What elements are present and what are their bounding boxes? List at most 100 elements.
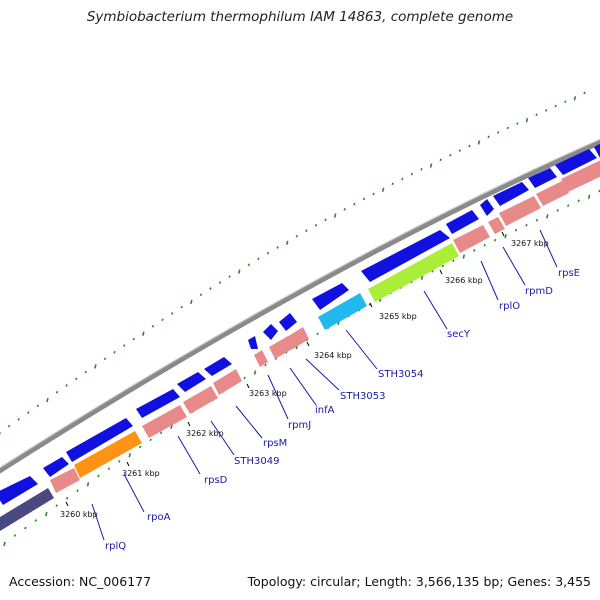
skew-tick [218,281,222,284]
skew-tick [372,192,375,196]
gene-arrow[interactable] [263,324,278,340]
kbp-label: 3265 kbp [379,312,417,321]
skew-tick [243,376,246,380]
skew-tick [65,384,68,387]
gene-rpmJ-bar[interactable] [254,350,268,367]
skew-tick [487,135,490,139]
gene-label-STH3049[interactable]: STH3049 [234,456,279,467]
gene-arrow[interactable] [43,457,69,477]
gene-label-rpoA[interactable]: rpoA [147,512,171,523]
skew-tick [504,233,507,239]
skew-tick [381,187,385,193]
skew-tick [343,207,346,211]
gene-bar[interactable] [561,158,600,192]
skew-tick [431,269,434,273]
gene-arrow[interactable] [446,210,479,234]
gene-arrow[interactable] [66,418,133,462]
skew-tick [237,269,241,274]
skew-tick [199,293,203,297]
kbp-label: 3261 kbp [122,469,160,478]
gene-label-secY[interactable]: secY [447,329,471,340]
skew-tick [7,424,11,428]
gene-arrow[interactable] [0,476,38,505]
skew-tick [535,218,539,222]
gene-label-STH3054[interactable]: STH3054 [378,369,423,380]
skew-tick [458,149,462,152]
kbp-label: 3262 kbp [186,429,224,438]
kbp-labels: 3260 kbp 3261 kbp 3262 kbp 3263 kbp 3264… [60,239,549,519]
gene-label-rplO[interactable]: rplO [499,301,520,312]
gene-STH3054-bar[interactable] [318,293,367,330]
gene-arrow[interactable] [594,141,600,158]
skew-tick [97,474,100,478]
skew-tick [55,390,59,394]
skew-tick [295,234,299,238]
skew-tick [577,199,580,203]
gene-STH3049-bar[interactable] [183,386,218,414]
gene-arrow[interactable] [555,149,597,175]
gene-rpsE-bar[interactable] [499,196,541,226]
skew-tick [122,344,126,348]
gene-arrow[interactable] [177,372,206,392]
skew-tick [566,204,570,207]
gene-rplO-bar[interactable] [453,225,490,253]
skew-tick [138,445,142,449]
gene-infA-bar[interactable] [269,336,294,359]
genome-backbone-highlight [0,138,600,469]
kbp-label: 3266 kbp [445,276,483,285]
gene-rpoA-bar[interactable] [74,431,142,478]
gene-label-rpsD[interactable]: rpsD [204,475,228,486]
skew-tick [170,312,174,315]
skew-tick [514,228,518,232]
skew-tick [94,364,97,369]
gene-arrow[interactable] [312,283,349,310]
skew-tick [554,104,557,108]
gene-label-leaders [91,229,558,541]
gene-arrow[interactable] [480,199,494,216]
skew-tick [159,431,163,435]
gene-label-rpmD[interactable]: rpmD [525,286,553,297]
gene-label-STH3053[interactable]: STH3053 [340,391,385,402]
gene-label-rpsE[interactable]: rpsE [558,268,580,279]
skew-tick [76,489,79,493]
gene-label-rpsM[interactable]: rpsM [263,438,287,449]
gene-secY-bar[interactable] [368,243,459,302]
skew-tick [3,541,6,547]
gene-bar[interactable] [536,181,569,206]
gene-arrow[interactable] [204,357,232,376]
skew-tick [266,251,270,255]
skew-tick [65,496,69,500]
gene-arrow[interactable] [493,182,529,206]
inner-strand-genes [0,158,600,534]
kbp-ticks [65,231,505,507]
gene-arrow[interactable] [279,313,297,331]
gene-bar[interactable] [50,468,80,493]
skew-tick [468,144,471,148]
gene-label-rplQ[interactable]: rplQ [105,541,126,552]
gene-label-infA[interactable]: infA [315,405,335,416]
gene-arrow[interactable] [528,168,557,188]
gene-label-rpmJ[interactable]: rpmJ [288,420,311,431]
gene-rplQ-bar[interactable] [0,488,54,534]
gene-rpmD-bar[interactable] [488,217,505,234]
skew-tick [324,218,327,222]
skew-tick [316,332,319,336]
gene-arrow[interactable] [361,230,450,282]
kbp-label: 3263 kbp [249,389,287,398]
skew-tick [483,243,486,247]
skew-tick [362,197,366,201]
skew-tick [36,404,40,408]
skew-tick [462,254,466,259]
gene-rpsD-bar[interactable] [142,405,187,438]
gene-STH3053-bar[interactable] [287,327,309,349]
skew-tick [276,246,279,249]
gene-rpsM-bar[interactable] [213,369,242,395]
gene-arrow[interactable] [136,389,180,418]
gene-arrow[interactable] [248,336,258,349]
gc-skew-outer-ticks [0,91,586,436]
skew-tick [55,504,58,507]
skew-tick [27,411,30,414]
skew-tick [113,350,116,354]
genome-stats-text: Topology: circular; Length: 3,566,135 bp… [247,574,591,589]
skew-tick [544,109,548,112]
